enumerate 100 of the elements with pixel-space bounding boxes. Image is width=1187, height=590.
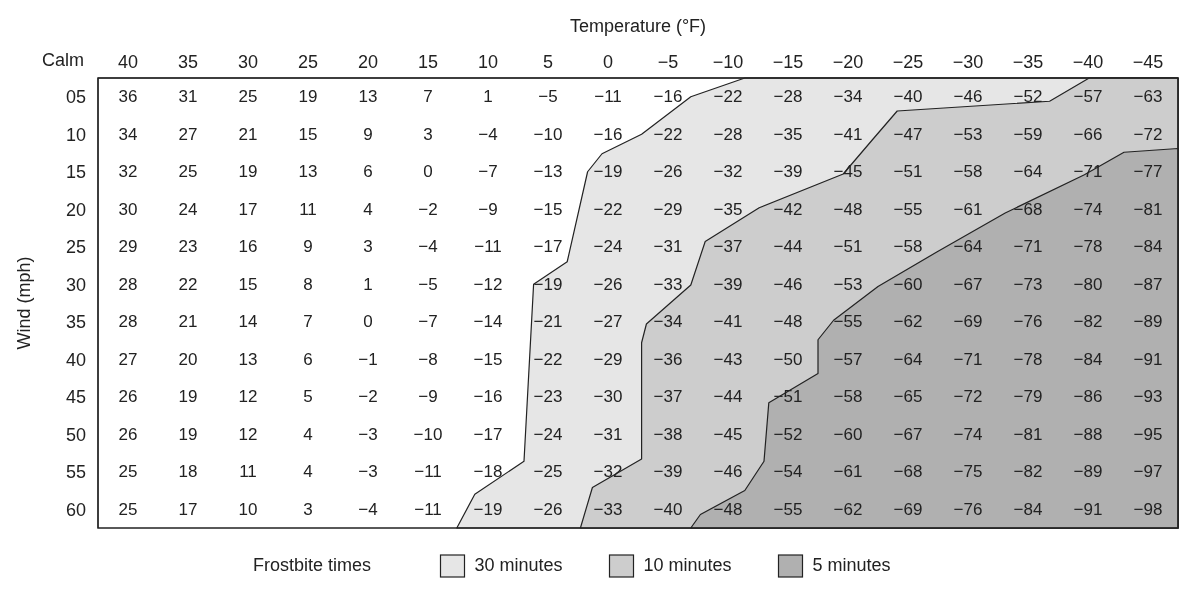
data-label: 11 (239, 462, 257, 482)
data-label: −4 (418, 237, 438, 257)
legend-title: Frostbite times (253, 554, 372, 575)
data-label: −61 (953, 199, 983, 219)
data-label: −59 (1013, 124, 1043, 144)
data-label: −38 (653, 424, 683, 444)
data-label: −50 (773, 349, 803, 369)
data-label: −46 (713, 462, 743, 482)
data-label: −35 (773, 124, 803, 144)
data-label: −29 (593, 349, 623, 369)
data-label: −84 (1133, 237, 1163, 257)
data-label: −4 (478, 124, 498, 144)
data-label: 6 (303, 349, 313, 369)
data-label: −81 (1013, 424, 1043, 444)
data-label: 1 (483, 87, 493, 107)
data-label: 27 (118, 349, 138, 369)
data-label: −78 (1013, 349, 1043, 369)
x-tick-label: 35 (177, 52, 199, 72)
data-label: −66 (1073, 124, 1103, 144)
y-tick-label: 40 (65, 349, 86, 370)
data-label: −11 (474, 237, 502, 257)
data-label: −44 (713, 387, 743, 407)
data-label: −31 (653, 237, 683, 257)
data-label: 34 (118, 124, 138, 144)
data-label: 19 (178, 424, 198, 444)
data-label: −4 (358, 499, 378, 519)
data-label: 28 (118, 274, 138, 294)
data-label: −26 (533, 499, 563, 519)
data-label: −3 (358, 424, 378, 444)
data-label: −41 (833, 124, 863, 144)
data-label: −62 (833, 499, 863, 519)
data-label: 23 (178, 237, 198, 257)
data-label: −68 (893, 462, 923, 482)
legend-label: 30 minutes (474, 554, 563, 575)
data-label: −1 (358, 349, 378, 369)
data-label: 26 (118, 387, 138, 407)
data-label: −98 (1133, 499, 1163, 519)
data-label: 19 (298, 87, 318, 107)
data-label: −28 (773, 87, 803, 107)
data-label: −22 (533, 349, 563, 369)
data-label: −3 (358, 462, 378, 482)
data-label: −58 (953, 162, 983, 182)
x-tick-label: −20 (832, 52, 864, 72)
data-label: 25 (118, 499, 138, 519)
data-label: 6 (363, 162, 373, 182)
data-label: −2 (418, 199, 438, 219)
data-label: 36 (118, 87, 138, 107)
data-label: −17 (533, 237, 563, 257)
data-label: −14 (473, 312, 503, 332)
data-label: −97 (1133, 462, 1163, 482)
x-tick-label: 0 (602, 52, 614, 72)
data-label: −32 (713, 162, 743, 182)
data-label: 17 (238, 199, 258, 219)
data-label: −55 (893, 199, 923, 219)
data-label: 28 (118, 312, 138, 332)
data-label: −18 (473, 462, 503, 482)
data-label: −47 (893, 124, 923, 144)
data-label: 5 (303, 387, 313, 407)
data-label: 18 (178, 462, 198, 482)
x-tick-label: −10 (712, 52, 744, 72)
data-label: 7 (423, 87, 433, 107)
data-label: −78 (1073, 237, 1103, 257)
x-tick-label: −5 (657, 52, 679, 72)
data-label: 26 (118, 424, 138, 444)
x-tick-label: 20 (357, 52, 379, 72)
data-label: −48 (713, 499, 743, 519)
data-label: −64 (953, 237, 983, 257)
data-label: −88 (1073, 424, 1103, 444)
data-label: −34 (833, 87, 863, 107)
data-label: −26 (593, 274, 623, 294)
y-tick-label: 30 (65, 274, 86, 295)
data-label: 24 (178, 199, 198, 219)
legend-label: 10 minutes (643, 554, 732, 575)
data-label: 4 (303, 424, 313, 444)
data-label: 15 (298, 124, 318, 144)
data-label: −91 (1133, 349, 1163, 369)
data-label: −48 (773, 312, 803, 332)
data-label: −5 (538, 87, 558, 107)
x-axis-title: Temperature (°F) (569, 16, 707, 36)
data-label: −25 (533, 462, 563, 482)
data-label: −34 (653, 312, 683, 332)
data-label: −67 (893, 424, 923, 444)
data-label: 16 (238, 237, 258, 257)
data-label: 21 (178, 312, 198, 332)
data-label: −63 (1133, 87, 1163, 107)
data-label: −82 (1013, 462, 1043, 482)
x-tick-label: 15 (417, 52, 439, 72)
data-label: 0 (423, 162, 433, 182)
data-label: −9 (418, 387, 438, 407)
data-label: −8 (418, 349, 438, 369)
data-label: −19 (473, 499, 503, 519)
data-label: 3 (363, 237, 373, 257)
data-label: 25 (118, 462, 138, 482)
data-label: −64 (1013, 162, 1043, 182)
data-label: −30 (593, 387, 623, 407)
data-label: −27 (593, 312, 623, 332)
data-label: −11 (414, 499, 442, 519)
data-label: −51 (833, 237, 863, 257)
data-label: −21 (533, 312, 563, 332)
data-label: −42 (773, 199, 803, 219)
